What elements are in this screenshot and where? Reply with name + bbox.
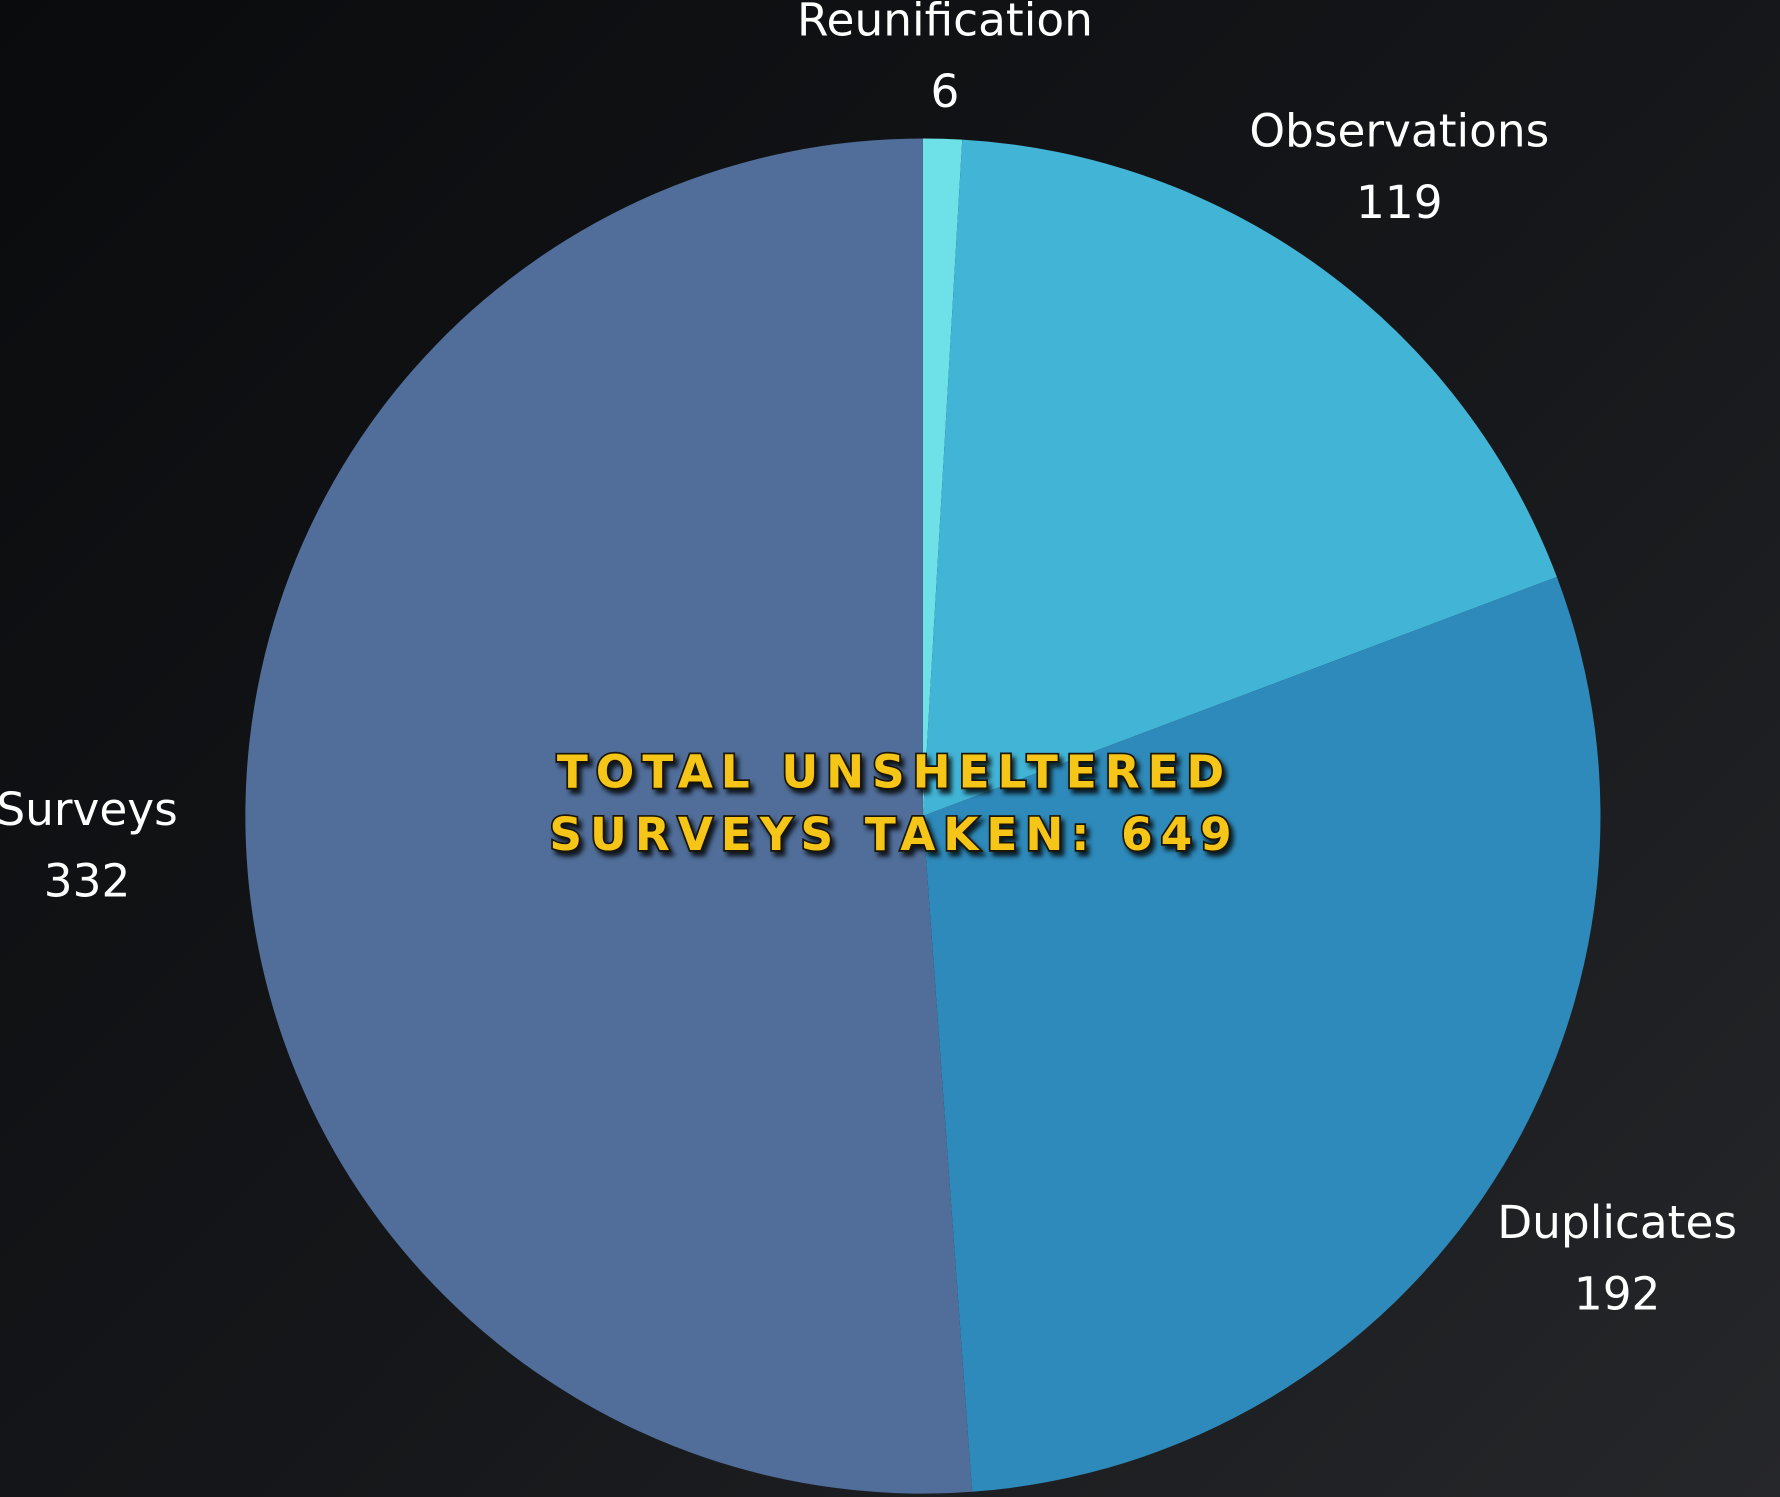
slice-label: Observations — [1249, 105, 1549, 158]
slice-label: Duplicates — [1497, 1196, 1737, 1249]
slice-value: 119 — [1356, 176, 1443, 229]
slice-label: Surveys — [0, 783, 178, 836]
pie-slice — [245, 138, 973, 1494]
center-annotation: TOTAL UNSHELTERED — [557, 746, 1232, 799]
pie-slice — [922, 576, 1601, 1492]
center-annotation: SURVEYS TAKEN: 649 — [549, 808, 1239, 861]
slice-value: 6 — [931, 65, 960, 118]
slice-label: Reunification — [797, 0, 1093, 46]
pie-slice — [922, 139, 1557, 817]
slice-value: 332 — [44, 854, 131, 907]
pie-slice — [922, 138, 963, 817]
pie — [245, 138, 1601, 1494]
labels: Reunification 6 Observations 119 Duplicates 1… — [0, 0, 1737, 1321]
slice-value: 192 — [1574, 1268, 1661, 1321]
